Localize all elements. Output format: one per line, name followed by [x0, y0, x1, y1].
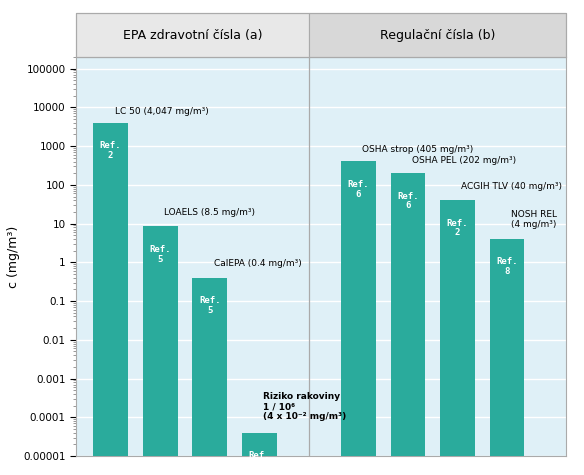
- Text: OSHA PEL (202 mg/m³): OSHA PEL (202 mg/m³): [412, 156, 516, 165]
- Text: Ref.
6: Ref. 6: [397, 191, 419, 210]
- FancyBboxPatch shape: [76, 13, 309, 57]
- Bar: [242, 433, 277, 475]
- Bar: [192, 278, 227, 475]
- Bar: [143, 226, 178, 475]
- FancyBboxPatch shape: [309, 13, 566, 57]
- Text: Ref.
6: Ref. 6: [347, 180, 369, 199]
- Bar: [93, 123, 128, 475]
- Text: Ref.
2: Ref. 2: [447, 219, 468, 238]
- Text: Ref.
5: Ref. 5: [199, 296, 220, 315]
- Bar: [341, 162, 376, 475]
- Text: EPA zdravotní čísla (a): EPA zdravotní čísla (a): [123, 28, 262, 41]
- Text: CalEPA (0.4 mg/m³): CalEPA (0.4 mg/m³): [214, 259, 301, 268]
- Text: Ref.
5: Ref. 5: [150, 245, 171, 264]
- Text: LC 50 (4,047 mg/m³): LC 50 (4,047 mg/m³): [114, 107, 208, 115]
- Y-axis label: c (mg/m³): c (mg/m³): [7, 225, 20, 288]
- Bar: [440, 200, 475, 475]
- Text: NOSH REL
(4 mg/m³): NOSH REL (4 mg/m³): [511, 210, 557, 229]
- Text: LOAELS (8.5 mg/m³): LOAELS (8.5 mg/m³): [164, 208, 255, 217]
- Text: OSHA strop (405 mg/m³): OSHA strop (405 mg/m³): [362, 144, 474, 153]
- Bar: [489, 239, 524, 475]
- Text: ACGIH TLV (40 mg/m³): ACGIH TLV (40 mg/m³): [461, 181, 562, 190]
- Text: Regulační čísla (b): Regulační čísla (b): [380, 28, 495, 41]
- Text: Ref.
2: Ref. 2: [100, 141, 121, 160]
- Text: Ref.
2: Ref. 2: [249, 451, 270, 470]
- Text: Riziko rakoviny
1 / 10⁶
(4 x 10⁻² mg/m³): Riziko rakoviny 1 / 10⁶ (4 x 10⁻² mg/m³): [263, 392, 346, 421]
- Bar: [391, 173, 425, 475]
- Text: Ref.
8: Ref. 8: [496, 257, 518, 276]
